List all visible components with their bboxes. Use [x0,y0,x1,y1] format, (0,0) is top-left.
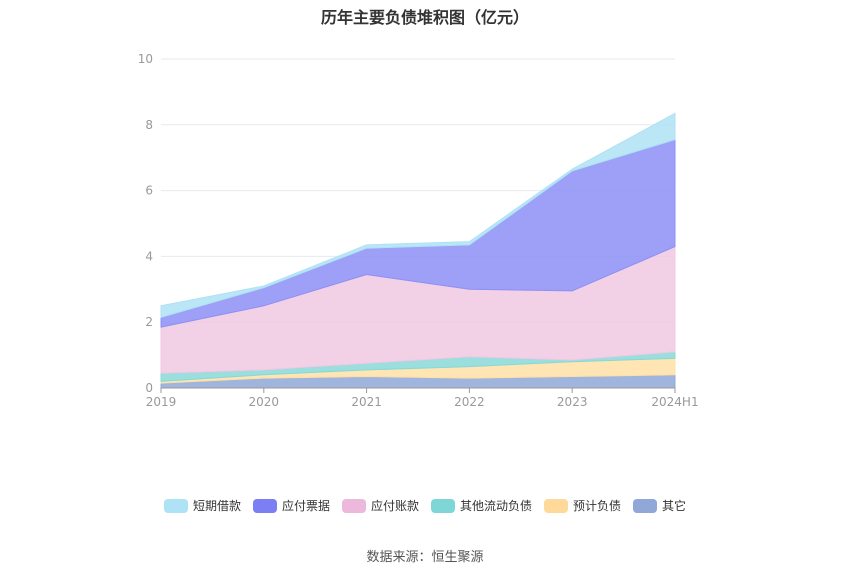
chart-title: 历年主要负债堆积图（亿元） [320,8,529,27]
legend-label: 应付账款 [370,499,419,513]
y-tick-label: 0 [145,381,153,395]
legend-swatch [633,498,658,513]
legend-item-other[interactable]: 其它 [633,497,686,514]
legend-swatch [341,498,366,513]
legend-swatch [431,498,455,513]
x-tick-label: 2020 [249,395,280,409]
legend-swatch [544,498,569,513]
y-tick-label: 8 [145,118,153,132]
legend: 短期借款 应付票据 应付账款 其他流动负债 预计负债 其它 [0,497,850,514]
y-tick-label: 6 [145,184,153,198]
legend-label: 其它 [662,499,687,513]
legend-item-other-current-liabilities[interactable]: 其他流动负债 [431,497,532,514]
x-tick-label: 2019 [146,395,177,409]
legend-item-accounts-payable[interactable]: 应付账款 [341,497,419,514]
legend-item-short-term-loans[interactable]: 短期借款 [163,497,241,514]
legend-swatch [252,498,277,513]
legend-item-estimated-liabilities[interactable]: 预计负债 [544,497,621,514]
legend-swatch [163,498,188,513]
legend-label: 应付票据 [281,499,330,513]
y-tick-label: 4 [145,249,153,263]
x-tick-label: 2022 [454,395,485,409]
legend-label: 短期借款 [192,499,241,513]
x-tick-label: 2021 [351,395,382,409]
data-source: 数据来源：恒生聚源 [366,550,484,565]
legend-label: 其他流动负债 [460,499,533,513]
legend-label: 预计负债 [573,499,622,513]
x-tick-label: 2024H1 [651,395,698,409]
legend-item-notes-payable[interactable]: 应付票据 [252,497,330,514]
x-tick-label: 2023 [557,395,588,409]
y-tick-label: 2 [145,315,153,329]
y-tick-label: 10 [138,52,153,66]
area-series [160,112,676,318]
